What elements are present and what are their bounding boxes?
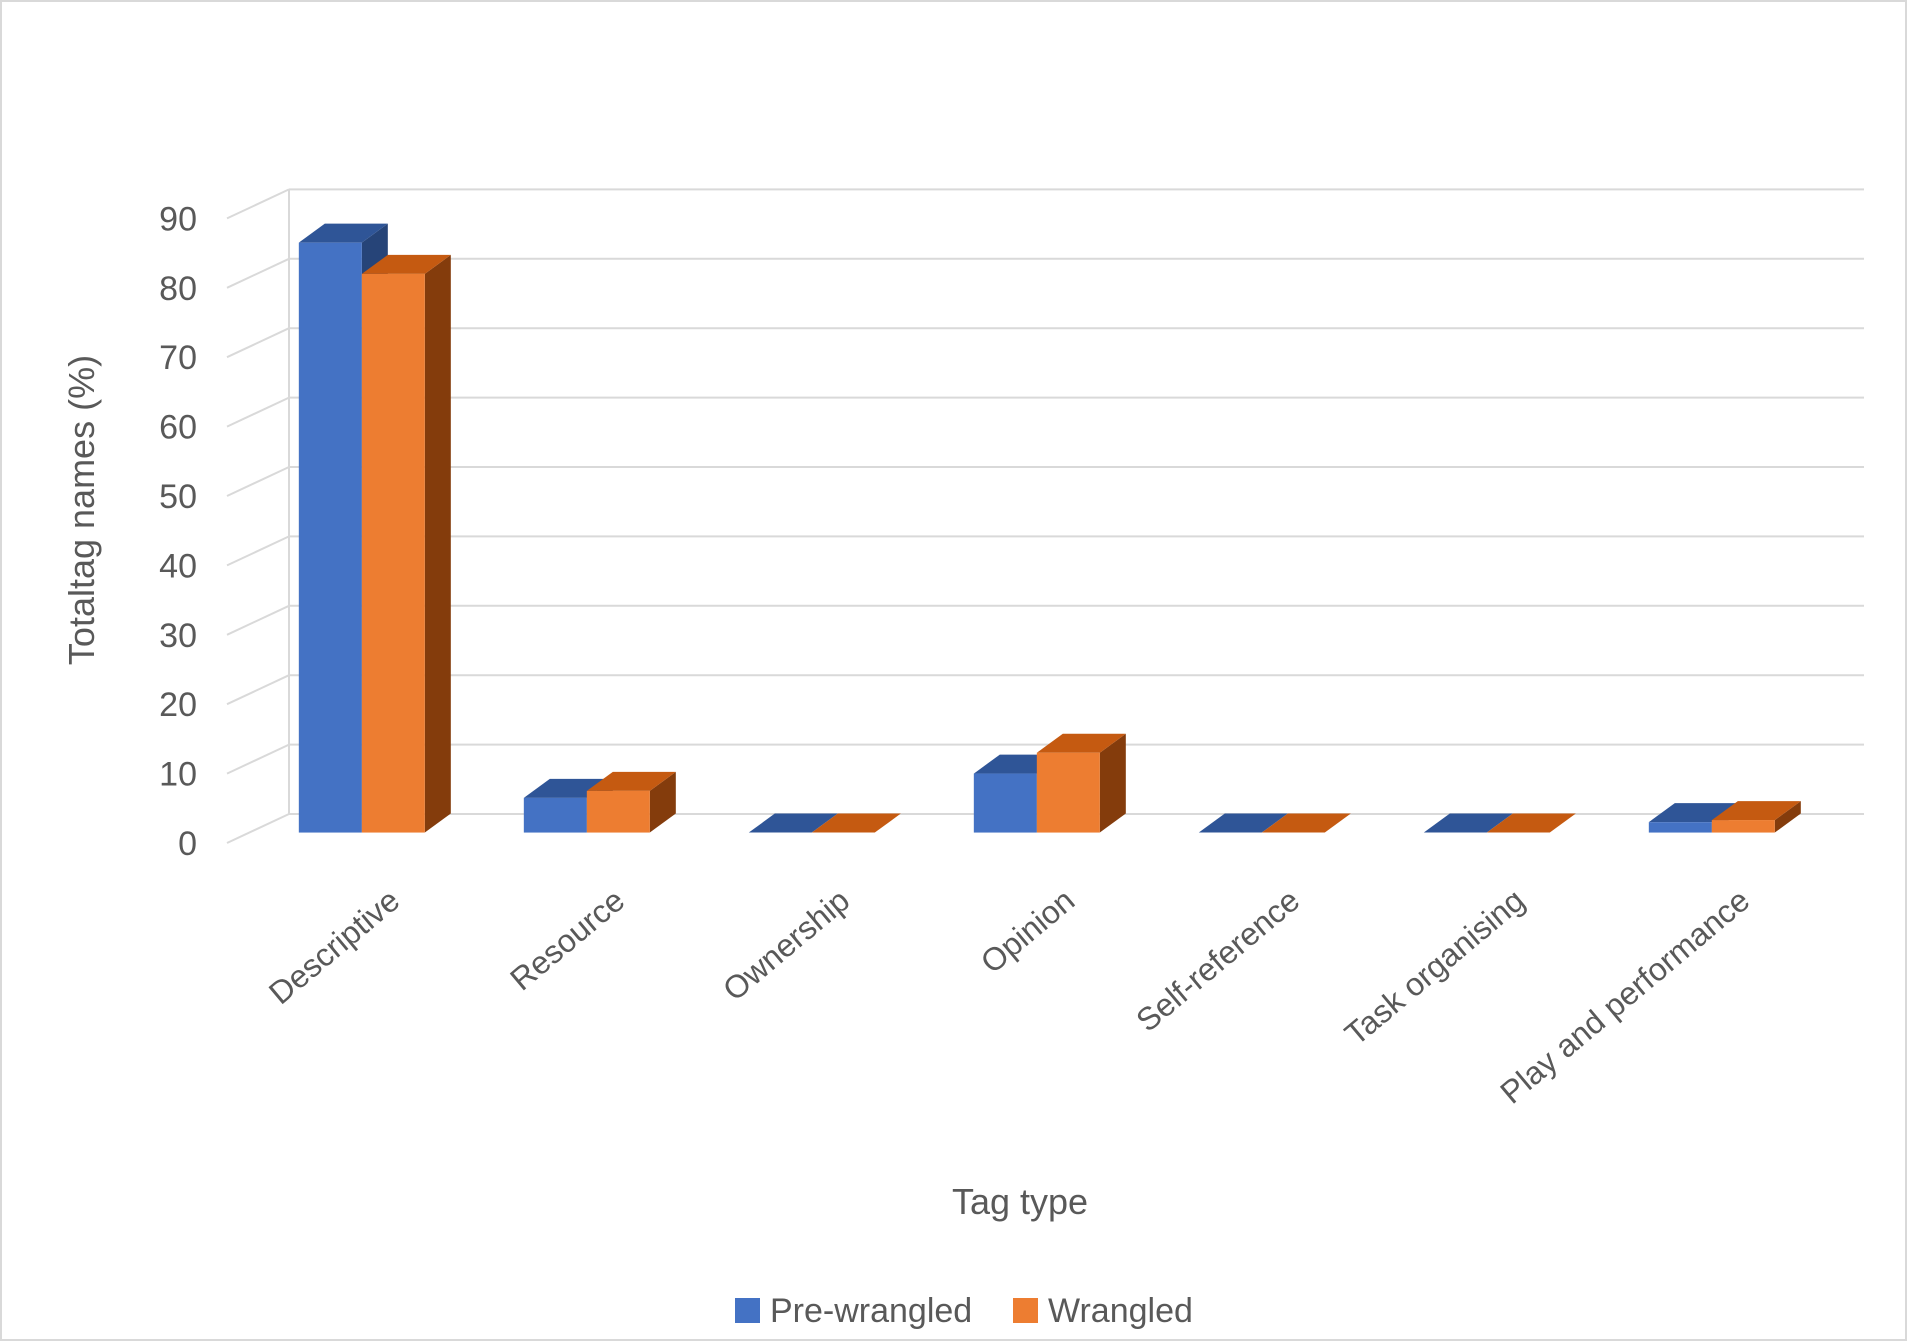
bar-wrangled-descriptive (361, 254, 451, 833)
bar-front (298, 242, 362, 833)
bar-top (1486, 813, 1576, 833)
bar-side (1774, 801, 1801, 833)
y-tick-label-50: 50 (159, 478, 197, 516)
y-tick-label-70: 70 (159, 339, 197, 377)
bar-side (649, 771, 676, 833)
bar-pre-wrangled-ownership (748, 813, 838, 833)
x-category-label-resource: Resource (503, 882, 631, 998)
grid-diag-30 (226, 604, 290, 636)
bars (298, 223, 1801, 833)
bar-top (1198, 813, 1288, 833)
bar-front (1648, 822, 1712, 833)
bar-pre-wrangled-self-reference (1198, 813, 1288, 833)
legend-swatch-wrangled (1013, 1298, 1038, 1323)
x-category-label-opinion: Opinion (974, 882, 1082, 980)
grid-diag-90 (226, 188, 290, 220)
x-category-label-task-organising: Task organising (1338, 882, 1531, 1052)
y-tick-label-30: 30 (159, 617, 197, 655)
bar-side (424, 254, 451, 833)
bar-wrangled-opinion (1036, 733, 1126, 833)
bar-wrangled-play-and-performance (1711, 801, 1801, 833)
grid-diag-0 (226, 813, 290, 844)
bar-front (1036, 752, 1100, 833)
bar-wrangled-task-organising (1486, 813, 1576, 833)
y-axis-ticks: 0 10 20 30 40 50 60 70 80 90 (159, 200, 197, 863)
x-axis-title: Tag type (952, 1181, 1088, 1222)
grid-diag-40 (226, 535, 290, 567)
y-tick-label-0: 0 (178, 825, 197, 863)
y-tick-label-80: 80 (159, 270, 197, 308)
legend: Pre-wrangled Wrangled (735, 1292, 1193, 1330)
bar-top (361, 254, 451, 274)
bar-top (1036, 733, 1126, 753)
grid-diag-20 (226, 674, 290, 706)
y-axis-title: Totaltag names (%) (61, 355, 102, 665)
grid-diag-70 (226, 327, 290, 359)
x-category-label-descriptive: Descriptive (262, 882, 406, 1011)
y-tick-label-60: 60 (159, 409, 197, 447)
bar-front (361, 273, 425, 833)
x-axis-category-labels: Descriptive Resource Ownership Opinion Self-… (262, 882, 1756, 1111)
bar-wrangled-self-reference (1261, 813, 1351, 833)
grid-diag-50 (226, 466, 290, 497)
bar-side (1099, 733, 1126, 833)
bar-top (748, 813, 838, 833)
bar-wrangled-ownership (811, 813, 901, 833)
bar-front (523, 797, 587, 833)
bar-top (1423, 813, 1513, 833)
bar-top (811, 813, 901, 833)
legend-label-wrangled: Wrangled (1048, 1292, 1193, 1330)
legend-swatch-pre-wrangled (735, 1298, 760, 1323)
x-category-label-ownership: Ownership (716, 882, 856, 1008)
y-tick-label-20: 20 (159, 686, 197, 724)
bar-front (973, 773, 1037, 833)
grid-lines (226, 188, 1864, 844)
y-tick-label-10: 10 (159, 756, 197, 794)
grid-diag-80 (226, 257, 290, 289)
bar-top (586, 771, 676, 791)
bar-top (1711, 801, 1801, 821)
x-category-label-self-reference: Self-reference (1129, 882, 1306, 1039)
grid-diag-10 (226, 743, 290, 775)
y-tick-label-90: 90 (159, 200, 197, 238)
x-category-label-play-and-performance: Play and performance (1493, 882, 1756, 1111)
bar-front (586, 790, 650, 833)
bar-wrangled-resource (586, 771, 676, 833)
bar-pre-wrangled-task-organising (1423, 813, 1513, 833)
legend-label-pre-wrangled: Pre-wrangled (770, 1292, 972, 1330)
bar-top (1261, 813, 1351, 833)
grid-diag-60 (226, 396, 290, 428)
bar-top (298, 223, 388, 243)
bar-front (1711, 820, 1775, 833)
y-tick-label-40: 40 (159, 547, 197, 585)
